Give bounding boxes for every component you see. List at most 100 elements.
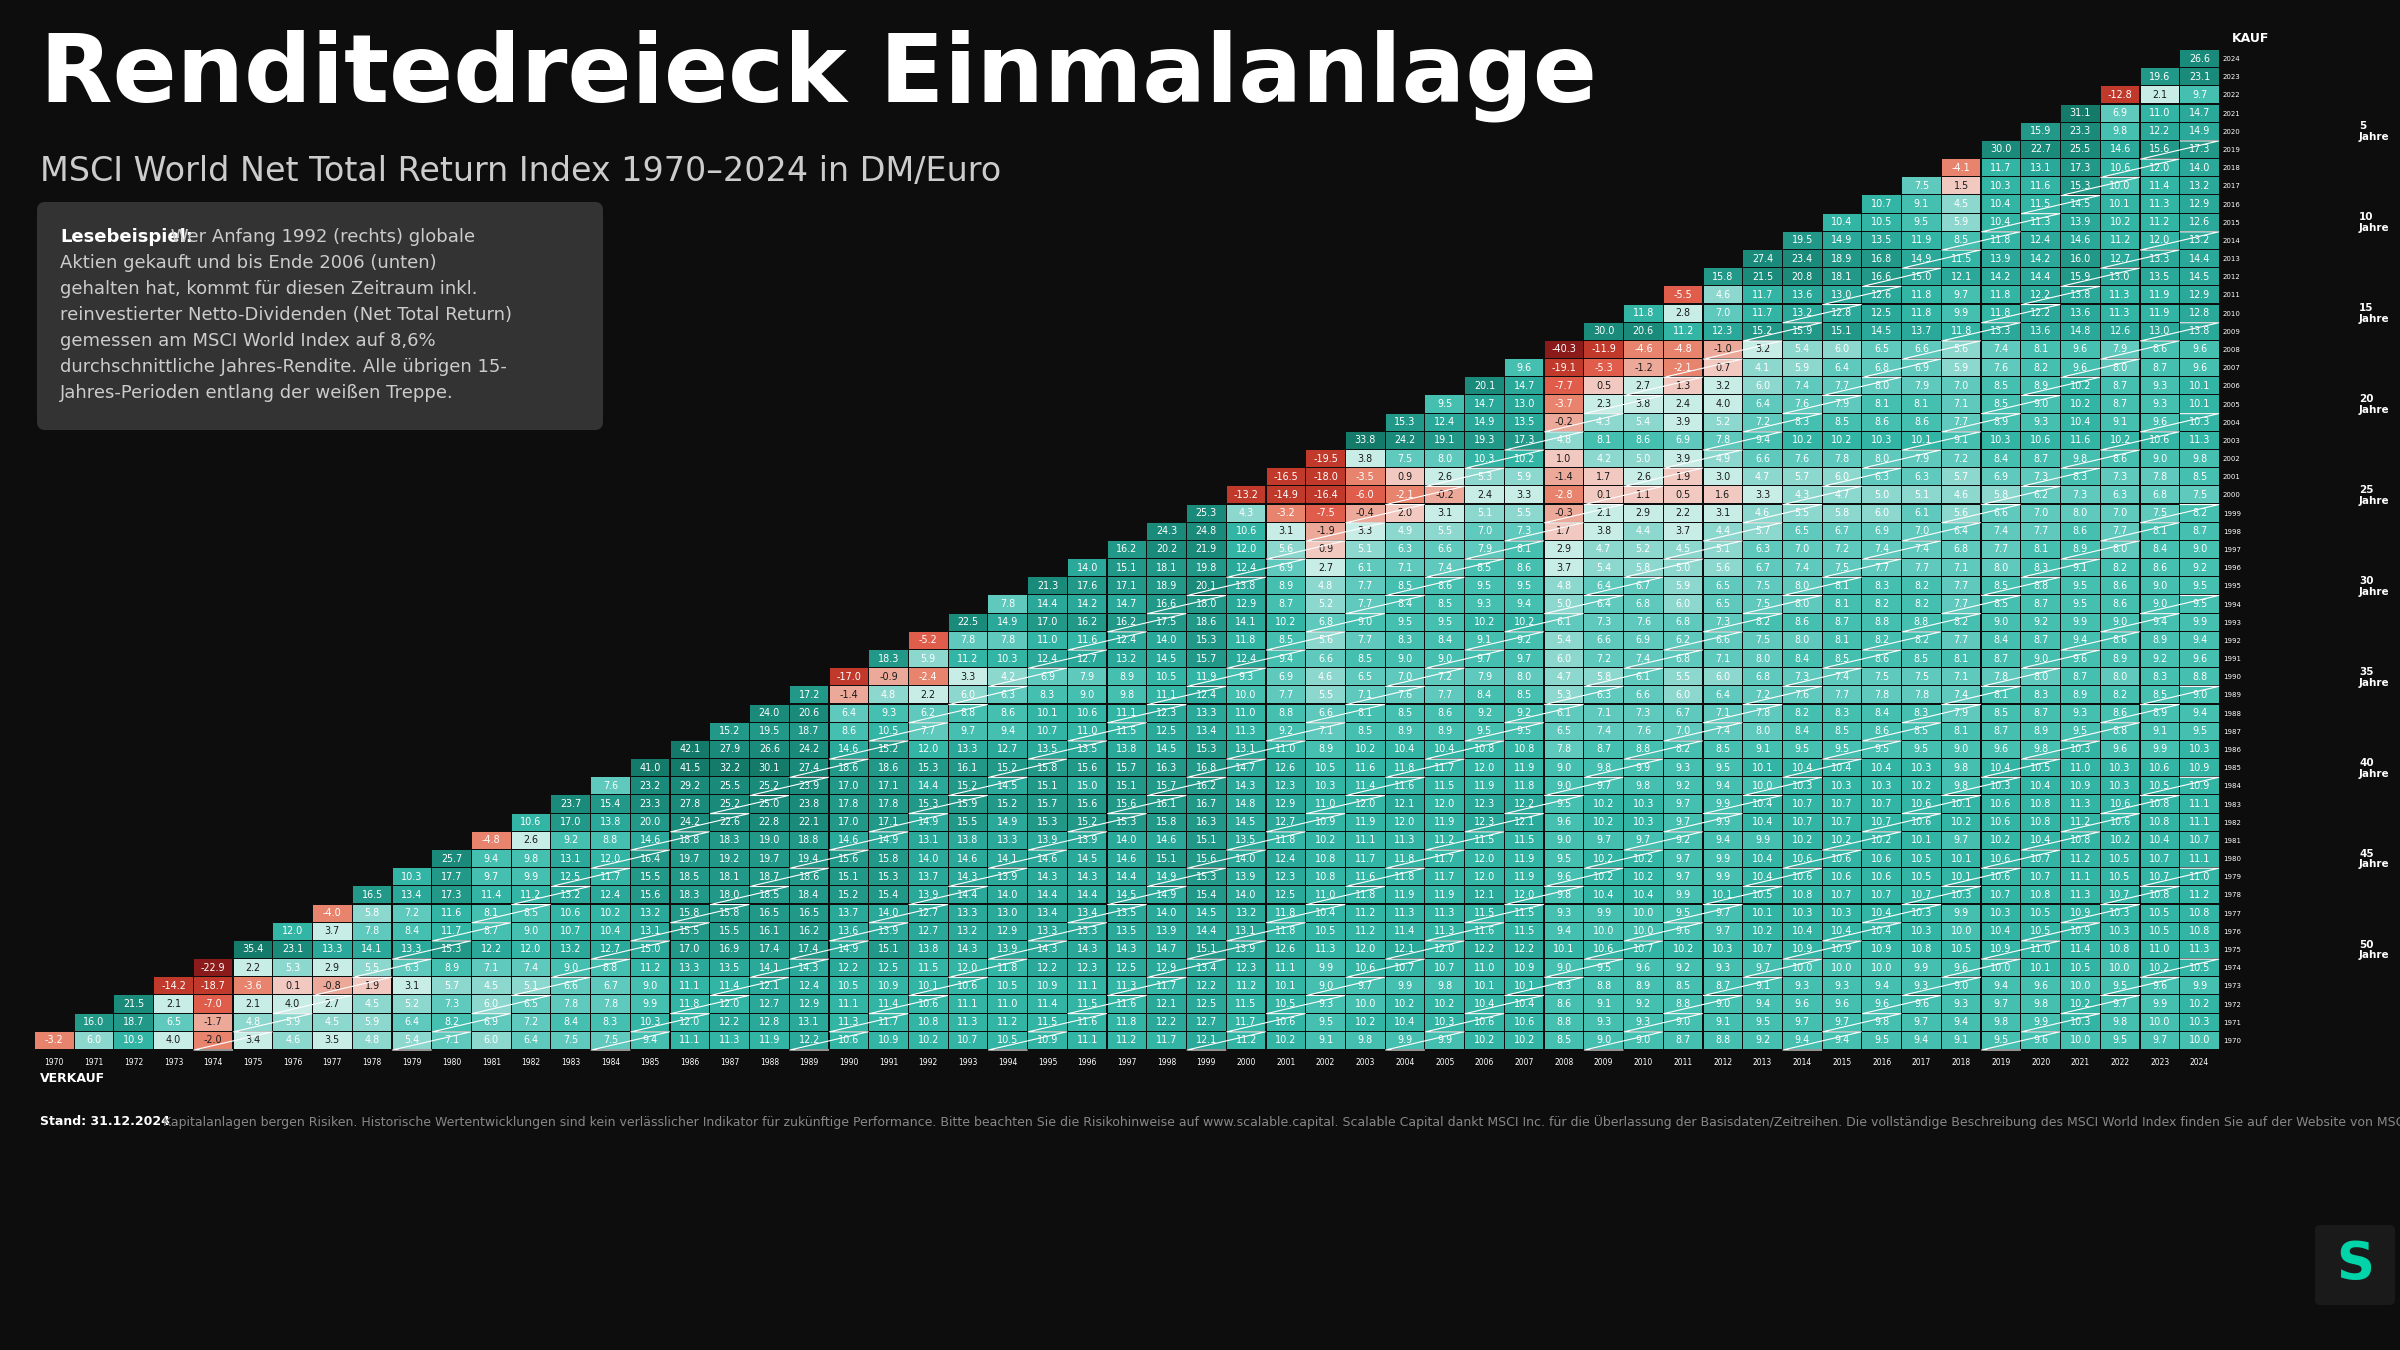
Text: Renditedreieck Einmalanlage: Renditedreieck Einmalanlage [41, 30, 1596, 123]
Text: 3.7: 3.7 [1675, 526, 1690, 536]
Text: 10.3: 10.3 [1790, 780, 1812, 791]
Bar [1584, 668, 1622, 686]
Text: 2007: 2007 [1514, 1058, 1534, 1066]
Bar [1704, 578, 1742, 594]
Bar [1306, 868, 1344, 886]
Bar [2062, 177, 2100, 194]
Text: 14.9: 14.9 [996, 817, 1018, 828]
Bar [1942, 323, 1980, 340]
Text: 5.8: 5.8 [365, 909, 379, 918]
Text: 16.8: 16.8 [1872, 254, 1891, 263]
Text: 1991: 1991 [2222, 656, 2242, 662]
Text: 7.2: 7.2 [523, 1017, 538, 1027]
Text: 1997: 1997 [2222, 547, 2242, 553]
Bar [948, 759, 986, 776]
Bar [1942, 995, 1980, 1012]
Bar [2179, 359, 2220, 377]
Bar [473, 1031, 511, 1049]
Text: 10.5: 10.5 [2148, 780, 2170, 791]
Bar [1822, 686, 1862, 703]
Text: 3.9: 3.9 [1675, 454, 1690, 463]
Bar [989, 632, 1027, 649]
Bar [1346, 468, 1385, 485]
Text: 1993: 1993 [958, 1058, 977, 1066]
Bar [1188, 778, 1226, 794]
Text: 10.3: 10.3 [2110, 909, 2131, 918]
Bar [1982, 196, 2021, 212]
Text: 3.8: 3.8 [1637, 400, 1651, 409]
Text: 9.5: 9.5 [1318, 1017, 1332, 1027]
Text: 10.0: 10.0 [1632, 909, 1654, 918]
Text: 10.6: 10.6 [1910, 799, 1932, 809]
Text: 10.0: 10.0 [1990, 963, 2011, 972]
Text: 11.2: 11.2 [1116, 1035, 1138, 1045]
Text: 13.8: 13.8 [2069, 290, 2090, 300]
Text: 14.4: 14.4 [1195, 926, 1217, 937]
Text: 1977: 1977 [2222, 911, 2242, 917]
Text: 11.7: 11.7 [1752, 290, 1774, 300]
Text: 2001: 2001 [2222, 474, 2242, 481]
Bar [1942, 668, 1980, 686]
Text: 13.9: 13.9 [1236, 872, 1258, 882]
Text: 4.6: 4.6 [1716, 290, 1730, 300]
Bar [1783, 286, 1822, 304]
Text: 7.8: 7.8 [1754, 709, 1771, 718]
Bar [1068, 904, 1106, 922]
Text: 11.2: 11.2 [996, 1017, 1018, 1027]
Text: 10.8: 10.8 [1910, 945, 1932, 954]
Text: 14.2: 14.2 [1990, 271, 2011, 282]
Text: 10.5: 10.5 [1315, 763, 1337, 772]
Text: 8.3: 8.3 [1913, 709, 1930, 718]
Bar [1704, 923, 1742, 940]
Bar [1625, 595, 1663, 613]
Bar [2100, 541, 2138, 558]
Bar [1188, 904, 1226, 922]
Text: 7.4: 7.4 [1716, 726, 1730, 736]
Text: 6.0: 6.0 [1675, 599, 1690, 609]
Text: 2007: 2007 [2222, 366, 2242, 371]
Text: 9.4: 9.4 [485, 853, 499, 864]
Bar [1109, 1031, 1147, 1049]
Bar [2141, 486, 2179, 504]
Text: 15.9: 15.9 [2030, 127, 2052, 136]
Bar [1027, 904, 1066, 922]
Text: 11.2: 11.2 [2148, 217, 2170, 227]
Text: 9.3: 9.3 [881, 709, 895, 718]
Bar [710, 977, 749, 995]
Text: 11.6: 11.6 [2069, 435, 2090, 446]
Bar [830, 904, 869, 922]
Text: -22.9: -22.9 [202, 963, 226, 972]
Bar [751, 814, 790, 830]
Text: 8.3: 8.3 [1397, 636, 1414, 645]
Bar [1147, 778, 1186, 794]
Text: 9.9: 9.9 [1318, 963, 1332, 972]
Bar [1903, 741, 1942, 757]
Text: 23.2: 23.2 [641, 780, 660, 791]
Bar [1306, 450, 1344, 467]
Text: 11.7: 11.7 [1435, 853, 1454, 864]
Bar [2141, 977, 2179, 995]
Bar [1426, 923, 1464, 940]
Text: 14.5: 14.5 [996, 780, 1018, 791]
Bar [948, 795, 986, 813]
Text: 14.0: 14.0 [996, 890, 1018, 900]
Text: 14.9: 14.9 [1157, 890, 1178, 900]
Text: 10.3: 10.3 [996, 653, 1018, 664]
Bar [1385, 668, 1423, 686]
Bar [2179, 977, 2220, 995]
Text: 2009: 2009 [2222, 329, 2242, 335]
Text: 18.8: 18.8 [679, 836, 701, 845]
Text: 11.3: 11.3 [2189, 435, 2210, 446]
Bar [790, 995, 828, 1012]
Bar [274, 941, 312, 958]
Bar [1742, 722, 1781, 740]
Text: 10.6: 10.6 [958, 981, 979, 991]
Bar [1783, 432, 1822, 450]
Bar [910, 958, 948, 976]
Bar [1226, 705, 1265, 722]
Bar [432, 995, 470, 1012]
Bar [1625, 941, 1663, 958]
FancyBboxPatch shape [36, 202, 602, 431]
Bar [1822, 595, 1862, 613]
Bar [1385, 741, 1423, 757]
